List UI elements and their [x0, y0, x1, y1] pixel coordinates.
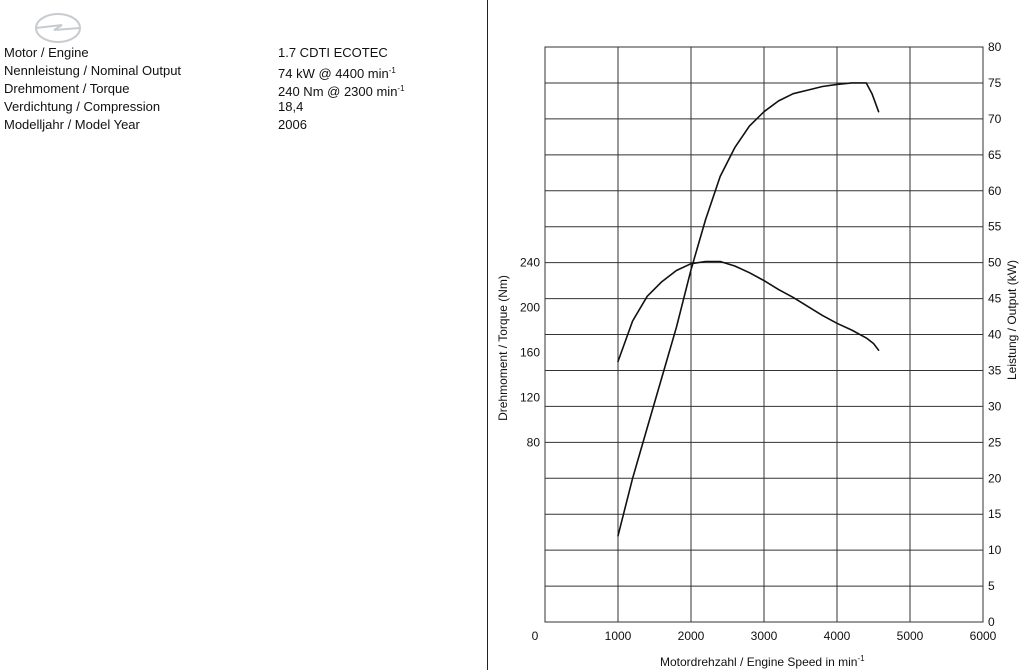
left-tick-label: 160 [520, 345, 540, 359]
right-tick-label: 10 [988, 543, 1002, 557]
left-tick-label: 240 [520, 256, 540, 270]
right-tick-label: 60 [988, 184, 1002, 198]
right-tick-label: 40 [988, 328, 1002, 342]
left-tick-label: 80 [527, 435, 541, 449]
spec-label: Motor / Engine [4, 45, 89, 60]
torque-curve [617, 260, 880, 363]
spec-value: 1.7 CDTI ECOTEC [278, 45, 388, 60]
spec-value: 2006 [278, 117, 307, 132]
right-tick-label: 45 [988, 292, 1002, 306]
chart-tick-labels: 0 1000 2000 3000 4000 5000 6000051015202530354… [520, 40, 1002, 643]
spec-value: 74 kW @ 4400 min-1 [278, 66, 396, 81]
spec-label: Modelljahr / Model Year [4, 117, 140, 132]
right-tick-label: 70 [988, 112, 1002, 126]
right-tick-label: 30 [988, 399, 1002, 413]
left-axis-title: Drehmoment / Torque (Nm) [496, 275, 510, 421]
x-tick-label: 5000 [897, 629, 924, 643]
right-axis-title: Leistung / Output (kW) [1005, 259, 1019, 381]
spec-value: 240 Nm @ 2300 min-1 [278, 84, 405, 99]
right-tick-label: 20 [988, 471, 1002, 485]
left-tick-label: 120 [520, 390, 540, 404]
right-tick-label: 0 [988, 615, 995, 629]
chart-series [617, 82, 880, 537]
right-tick-label: 65 [988, 148, 1002, 162]
right-tick-label: 25 [988, 435, 1002, 449]
x-tick-label: 0 [532, 629, 539, 643]
x-tick-label: 3000 [751, 629, 778, 643]
chart-grid [544, 46, 984, 623]
x-tick-label: 6000 [970, 629, 997, 643]
x-tick-label: 1000 [605, 629, 632, 643]
panel-divider [487, 0, 488, 670]
x-tick-label: 4000 [824, 629, 851, 643]
opel-logo-icon [35, 13, 81, 43]
spec-value: 18,4 [278, 99, 304, 114]
x-axis-title: Motordrehzahl / Engine Speed in min-1 [660, 654, 865, 669]
output-curve [617, 82, 880, 537]
spec-label: Drehmoment / Torque [4, 81, 130, 96]
right-tick-label: 55 [988, 220, 1002, 234]
x-tick-label: 2000 [678, 629, 705, 643]
right-tick-label: 50 [988, 256, 1002, 270]
right-tick-label: 35 [988, 363, 1002, 377]
right-tick-label: 5 [988, 579, 995, 593]
right-tick-label: 75 [988, 76, 1002, 90]
left-tick-label: 200 [520, 301, 540, 315]
right-tick-label: 80 [988, 40, 1002, 54]
spec-label: Nennleistung / Nominal Output [4, 63, 182, 78]
right-tick-label: 15 [988, 507, 1002, 521]
spec-label: Verdichtung / Compression [4, 99, 161, 114]
